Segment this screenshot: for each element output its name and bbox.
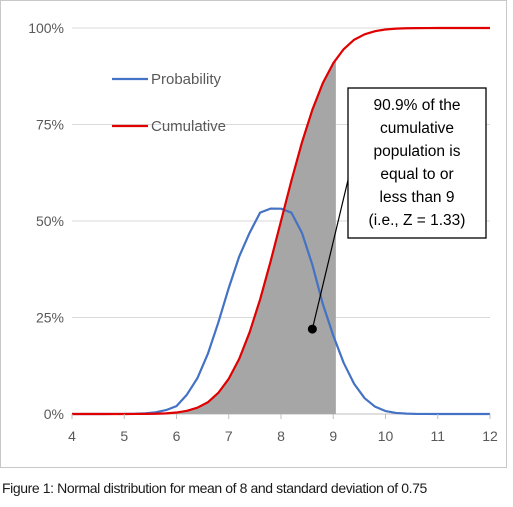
callout: 90.9% of the cumulative population is equal… <box>307 87 487 334</box>
series-line-cumulative <box>72 26 490 416</box>
x-tick-label: 9 <box>329 428 337 444</box>
y-tick-label: 25% <box>36 310 64 326</box>
x-tick-label: 10 <box>378 428 394 444</box>
figure-caption: Figure 1: Normal distribution for mean o… <box>2 480 427 496</box>
legend-label: Probability <box>151 71 222 88</box>
x-tick-label: 6 <box>173 428 181 444</box>
x-tick-label: 4 <box>68 428 76 444</box>
callout-text-line: cumulative <box>380 120 454 137</box>
shaded-area <box>72 59 336 414</box>
callout-text-line: population is <box>373 143 460 160</box>
legend: Probability Cumulative <box>112 71 226 135</box>
callout-text-line: less than 9 <box>380 189 455 206</box>
callout-text-line: 90.9% of the <box>373 97 460 114</box>
x-tick-label: 8 <box>277 428 285 444</box>
x-tick-label: 12 <box>482 428 498 444</box>
y-tick-label: 0% <box>44 406 64 422</box>
callout-pointer-line <box>311 179 349 330</box>
callout-pointer-dot <box>307 324 317 334</box>
callout-text-line: equal to or <box>380 166 453 183</box>
y-tick-label: 50% <box>36 213 64 229</box>
x-tick-label: 11 <box>430 428 445 444</box>
legend-label: Cumulative <box>151 118 226 135</box>
callout-box <box>347 87 487 239</box>
x-tick-label: 7 <box>225 428 233 444</box>
area-layer <box>72 59 336 414</box>
x-tick-label: 5 <box>120 428 128 444</box>
chart-svg: 0% 25% 50% 75% 100% 4 5 6 7 8 9 10 11 12 Probability C… <box>28 20 498 444</box>
y-tick-label: 75% <box>36 117 64 133</box>
callout-text-line: (i.e., Z = 1.33) <box>369 212 466 229</box>
axis-layer: 0% 25% 50% 75% 100% 4 5 6 7 8 9 10 11 12 <box>28 20 498 444</box>
y-tick-label: 100% <box>28 20 64 36</box>
line-layer <box>72 26 490 416</box>
